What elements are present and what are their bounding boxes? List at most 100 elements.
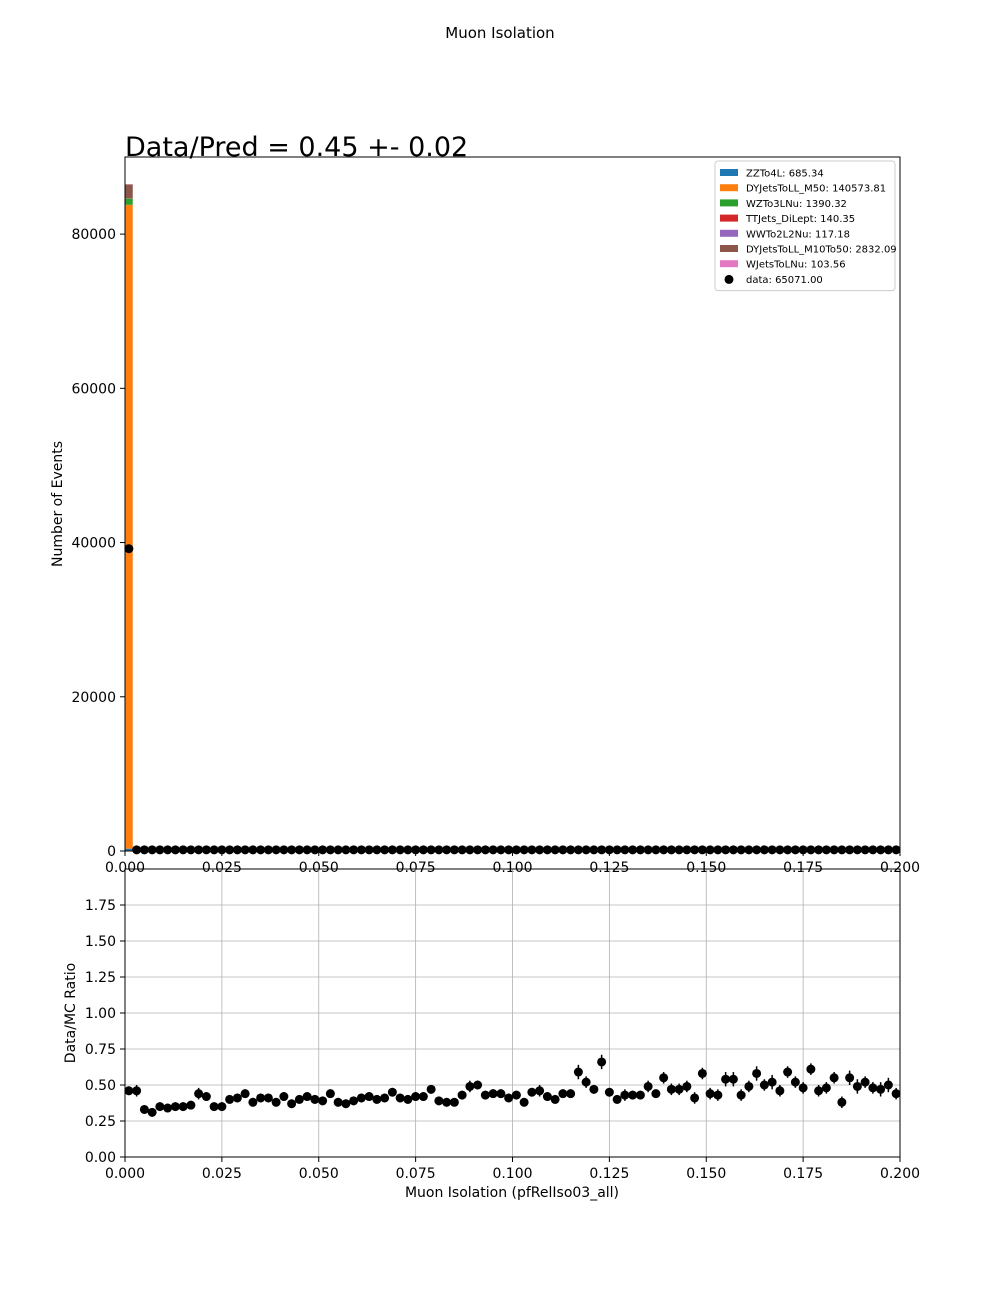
data-point	[240, 845, 250, 855]
ratio-point	[232, 1093, 242, 1103]
data-point	[690, 845, 700, 855]
ratio-point	[860, 1077, 870, 1087]
ratio-point	[635, 1090, 645, 1100]
ratio-point	[147, 1107, 157, 1117]
data-point	[798, 845, 808, 855]
ratio-point	[186, 1100, 196, 1110]
data-point	[566, 845, 576, 855]
data-point	[527, 845, 537, 855]
data-point	[674, 845, 684, 855]
ratio-point	[155, 1102, 165, 1112]
ratio-point	[604, 1087, 614, 1097]
data-point	[380, 845, 390, 855]
ratio-point	[612, 1094, 622, 1104]
data-point	[387, 845, 397, 855]
data-point	[504, 845, 514, 855]
legend-entry: DYJetsToLL_M10To50: 2832.09	[746, 245, 897, 256]
ratio-x-axis-ticks: 0.000 0.025 0.050 0.075 0.100 0.125 0.150 0.175…	[105, 1157, 920, 1182]
y-tick-label: 0.25	[85, 1114, 116, 1130]
y-tick-label: 0.75	[85, 1042, 116, 1058]
data-point	[620, 845, 630, 855]
data-point	[341, 845, 351, 855]
legend-swatch	[720, 214, 738, 222]
data-point	[186, 845, 196, 855]
data-point	[666, 845, 676, 855]
y-tick-label: 20000	[71, 690, 116, 706]
legend-entry: TTJets_DiLept: 140.35	[745, 214, 855, 225]
ratio-point	[248, 1097, 258, 1107]
ratio-point	[628, 1090, 638, 1100]
ratio-point	[372, 1094, 382, 1104]
data-point	[558, 845, 568, 855]
ratio-point	[674, 1084, 684, 1094]
ratio-point	[705, 1089, 715, 1099]
x-tick-label: 0.175	[783, 1166, 823, 1182]
data-point	[147, 845, 157, 855]
data-point	[449, 845, 459, 855]
data-point	[814, 845, 824, 855]
data-point	[845, 845, 855, 855]
ratio-point	[651, 1089, 661, 1099]
legend-entry: WWTo2L2Nu: 117.18	[746, 229, 850, 240]
ratio-point	[767, 1077, 777, 1087]
ratio-point	[790, 1077, 800, 1087]
ratio-point	[814, 1086, 824, 1096]
data-point	[411, 845, 421, 855]
ratio-point	[403, 1094, 413, 1104]
data-point	[163, 845, 173, 855]
ratio-point	[356, 1093, 366, 1103]
ratio-point	[798, 1083, 808, 1093]
ratio-point	[783, 1067, 793, 1077]
ratio-point	[775, 1086, 785, 1096]
ratio-point	[333, 1097, 343, 1107]
data-point	[349, 845, 359, 855]
ratio-y-axis-ticks: 0.00 0.25 0.50 0.75 1.00 1.25 1.50 1.75	[85, 898, 125, 1166]
ratio-point	[341, 1099, 351, 1109]
ratio-point	[527, 1087, 537, 1097]
legend-box	[714, 160, 896, 292]
data-point	[589, 845, 599, 855]
ratio-point	[194, 1089, 204, 1099]
y-tick-label: 40000	[71, 536, 116, 552]
data-point	[752, 845, 762, 855]
ratio-xlabel: Muon Isolation (pfRelIso03_all)	[405, 1185, 619, 1201]
ratio-point	[170, 1102, 180, 1112]
data-point	[535, 845, 545, 855]
ratio-point	[643, 1081, 653, 1091]
ratio-point	[488, 1089, 498, 1099]
data-point	[124, 544, 134, 554]
ratio-point	[821, 1083, 831, 1093]
legend-swatch	[720, 229, 738, 237]
legend-swatch	[720, 245, 738, 252]
ratio-point	[364, 1092, 374, 1102]
ratio-point	[806, 1064, 816, 1074]
ratio-point	[620, 1090, 630, 1100]
data-point	[480, 845, 490, 855]
ratio-point	[302, 1092, 312, 1102]
data-point	[883, 845, 893, 855]
ratio-point	[225, 1094, 235, 1104]
ratio-point	[209, 1102, 219, 1112]
ratio-point	[442, 1097, 452, 1107]
data-point	[705, 845, 715, 855]
data-point	[418, 845, 428, 855]
ratio-point	[124, 1086, 134, 1096]
data-point	[759, 845, 769, 855]
data-point	[573, 845, 583, 855]
ratio-point	[829, 1073, 839, 1083]
data-point	[860, 845, 870, 855]
ratio-point	[581, 1077, 591, 1087]
ratio-point	[457, 1090, 467, 1100]
ratio-point	[434, 1096, 444, 1106]
data-point	[263, 845, 273, 855]
x-tick-label: 0.050	[299, 1166, 339, 1182]
data-point	[542, 845, 552, 855]
data-point	[550, 845, 560, 855]
data-point	[728, 845, 738, 855]
ratio-point	[380, 1093, 390, 1103]
x-tick-label: 0.025	[202, 1166, 242, 1182]
data-point	[232, 845, 242, 855]
ratio-point	[504, 1093, 514, 1103]
legend-entry: ZZTo4L: 685.34	[746, 169, 824, 180]
ratio-point	[217, 1102, 227, 1112]
